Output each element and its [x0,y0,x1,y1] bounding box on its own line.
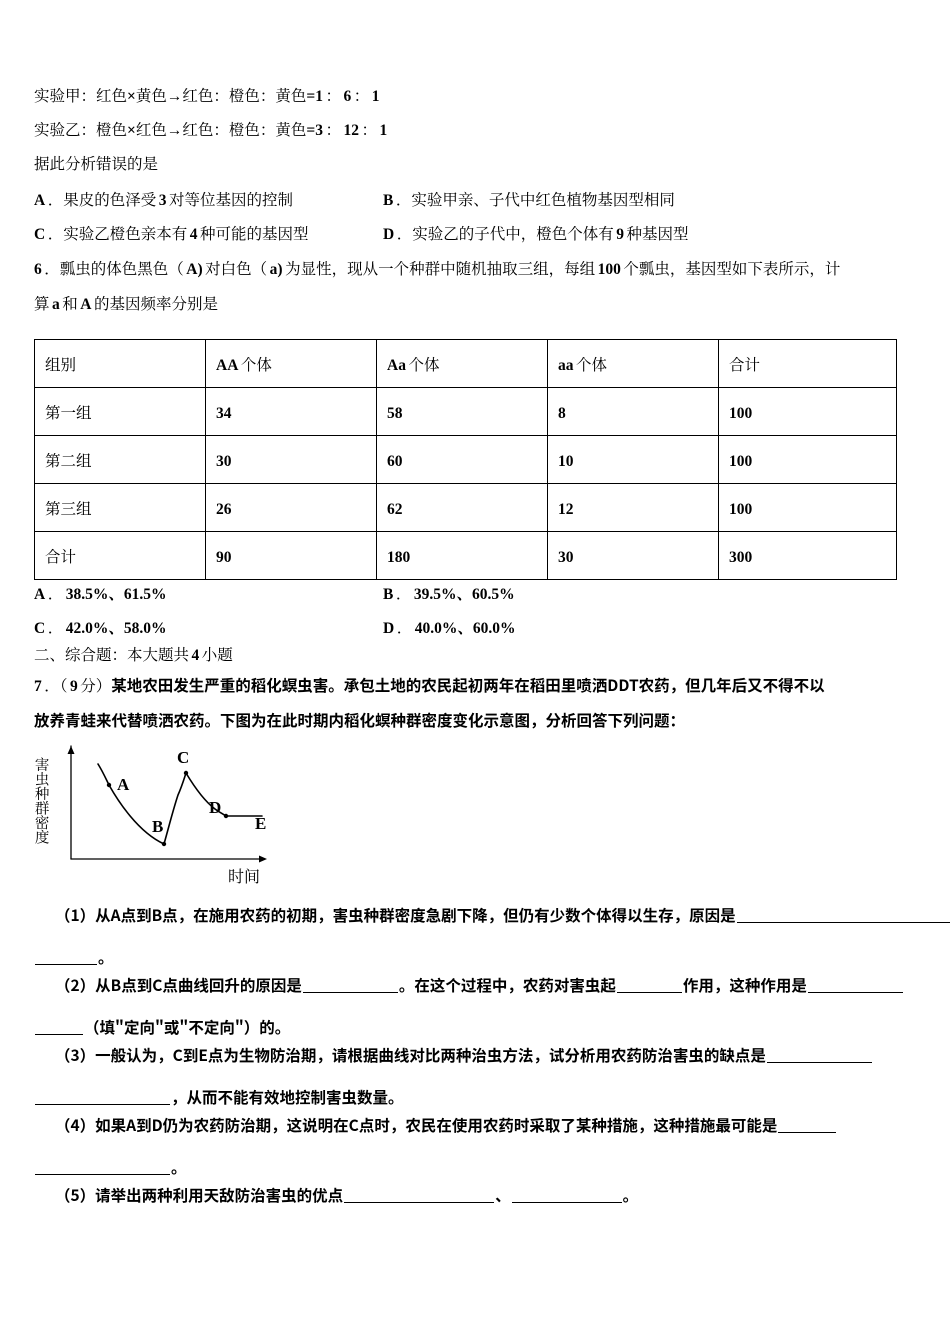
svg-text:E: E [255,814,266,833]
svg-text:D: D [209,798,221,817]
svg-text:C: C [177,748,189,767]
svg-text:时间: 时间 [228,864,260,887]
svg-text:B: B [152,817,163,836]
svg-text:A: A [117,775,130,794]
